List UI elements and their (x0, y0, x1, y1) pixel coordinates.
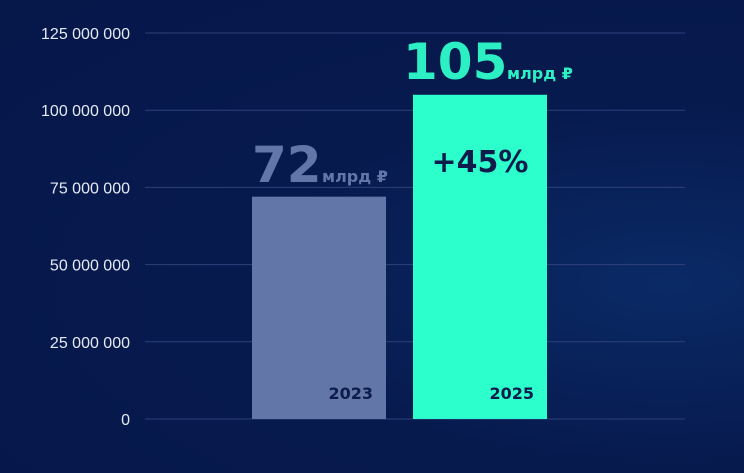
y-tick-label: 125 000 000 (41, 26, 130, 43)
value-label-2025: 105 (403, 33, 507, 91)
unit-label: млрд ₽ (507, 64, 573, 83)
y-tick-label: 50 000 000 (50, 258, 130, 275)
category-label: 2023 (328, 384, 373, 403)
y-tick-label: 100 000 000 (41, 103, 130, 120)
bar-2023 (252, 196, 386, 419)
y-tick-label: 25 000 000 (50, 335, 130, 352)
y-tick-label: 0 (121, 412, 130, 429)
category-label: 2025 (489, 384, 534, 403)
change-label: +45% (432, 145, 529, 180)
y-tick-label: 75 000 000 (50, 180, 130, 197)
value-label-2023: 72 (252, 136, 322, 194)
unit-label: млрд ₽ (322, 167, 388, 186)
bar-2025 (413, 94, 547, 419)
